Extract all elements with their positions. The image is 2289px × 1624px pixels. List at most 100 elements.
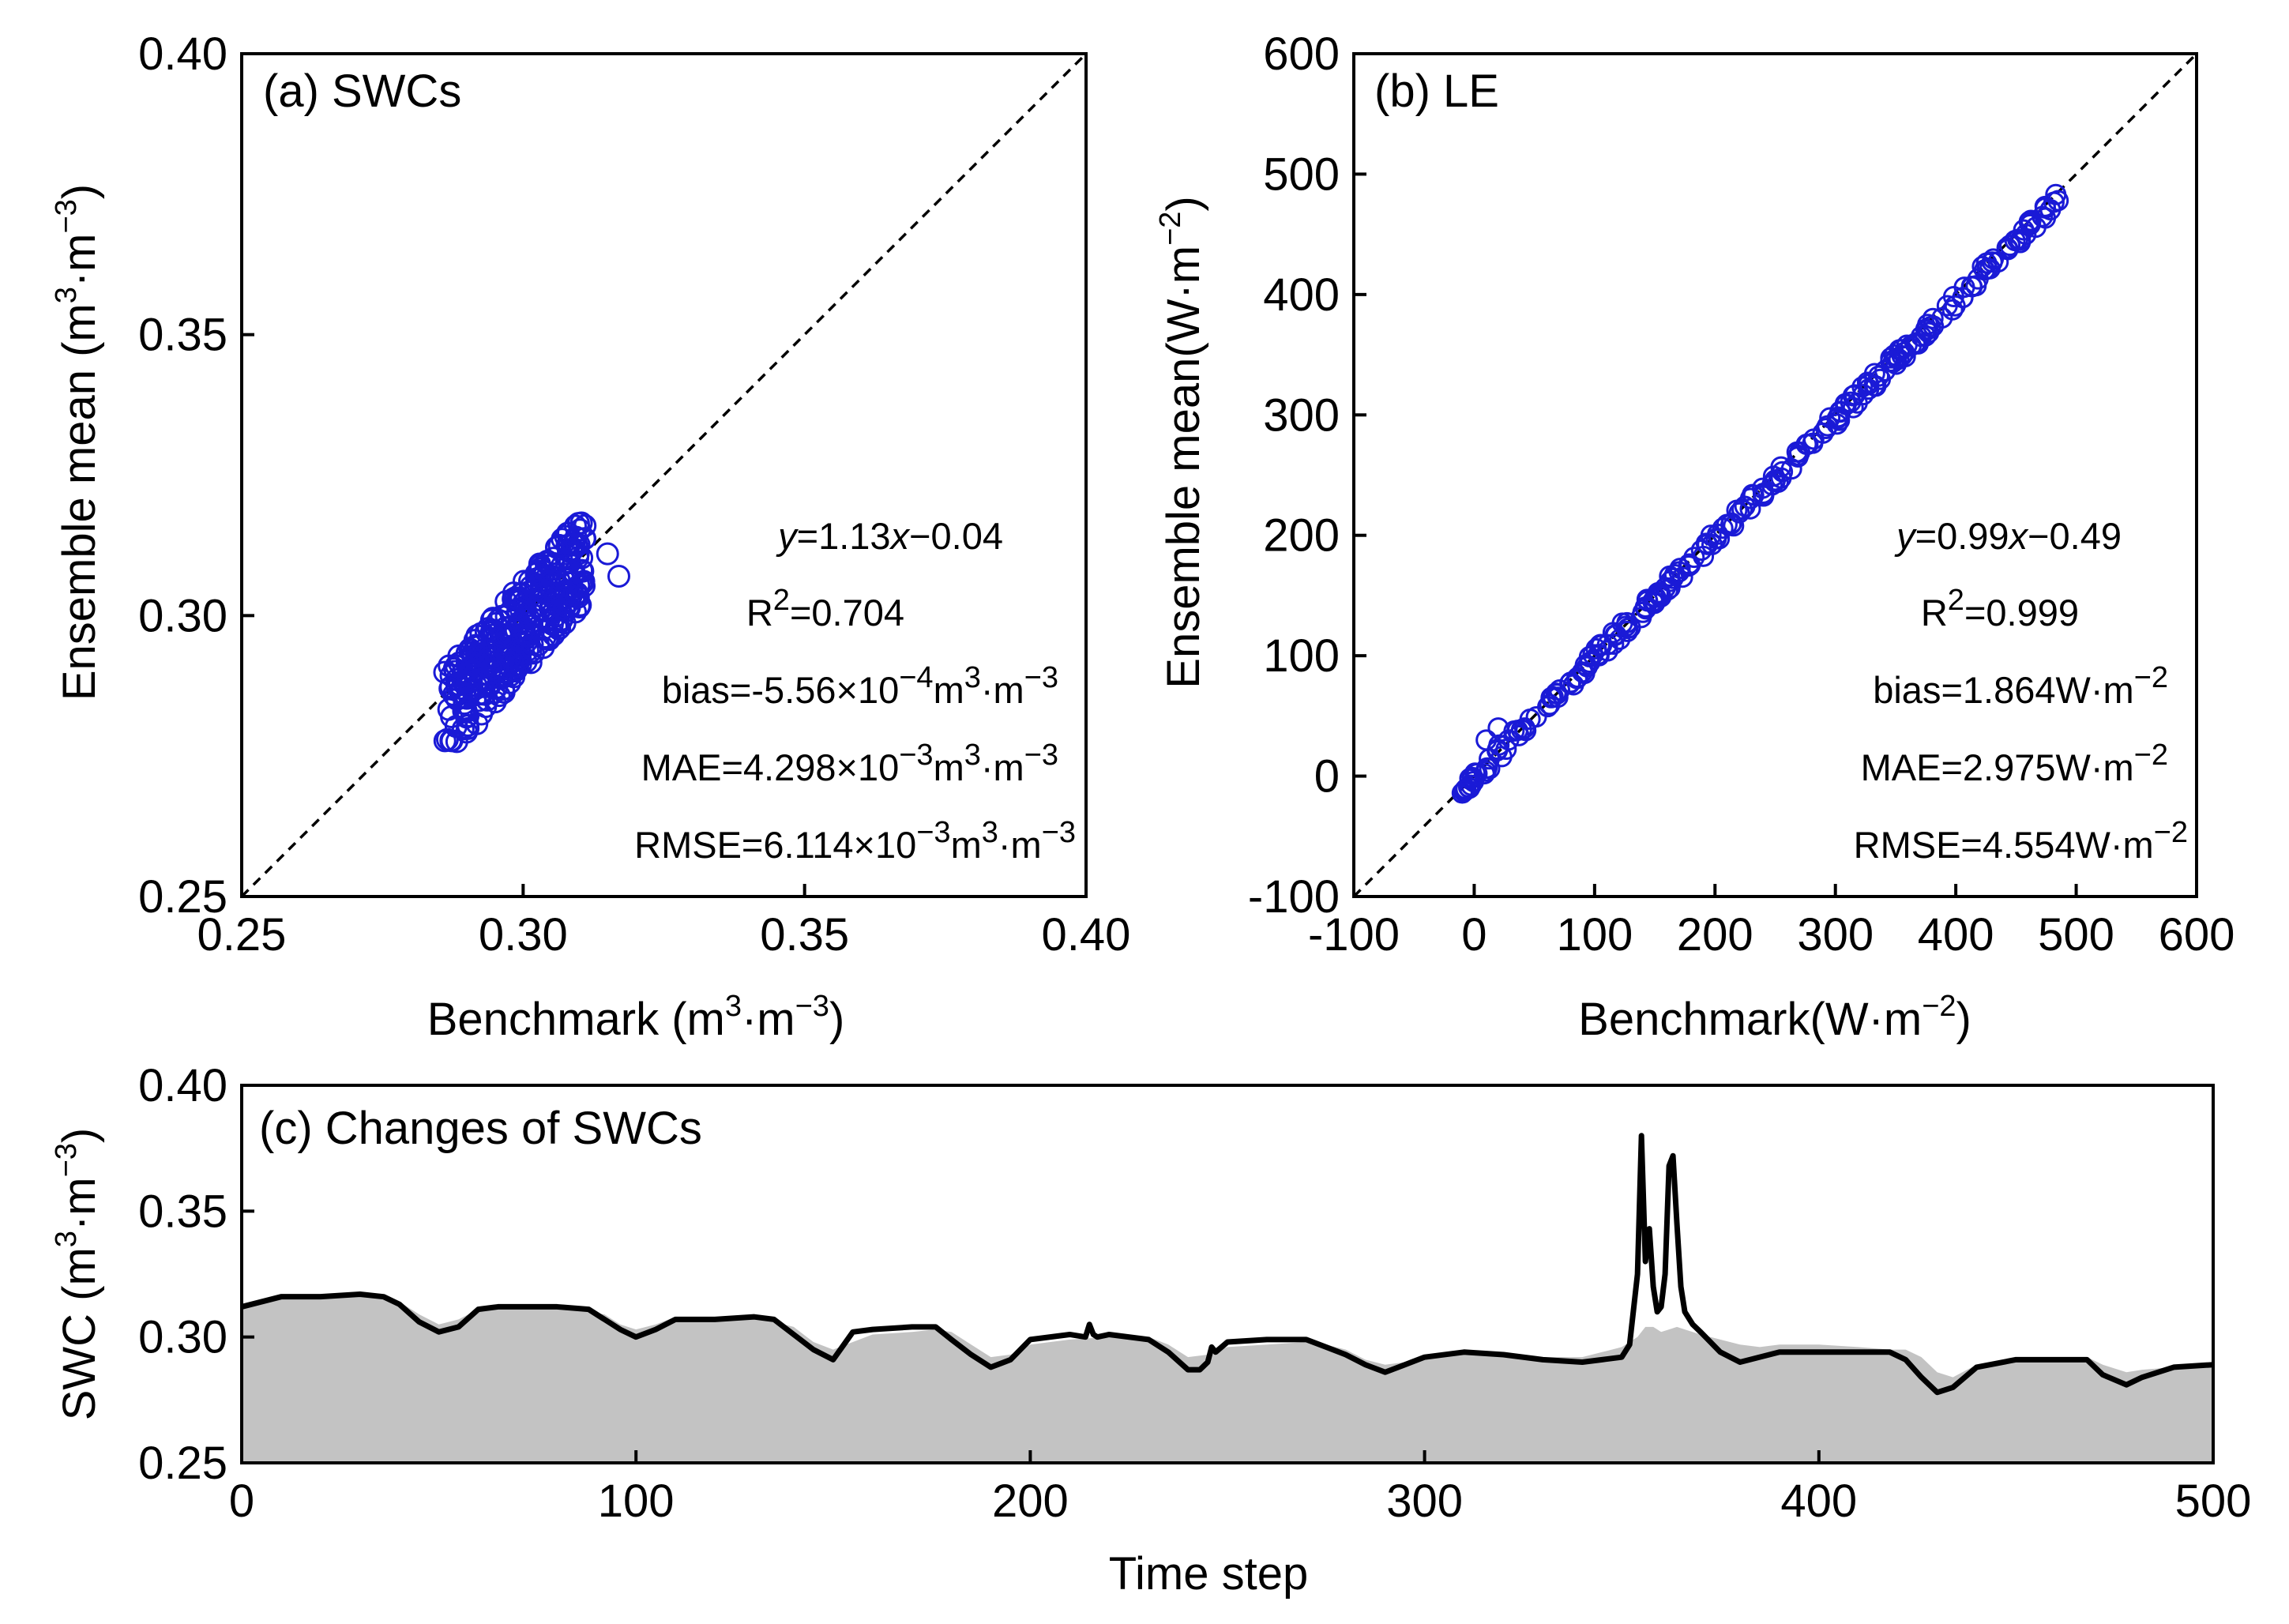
data-point: [506, 656, 530, 679]
panel-b-x-tick-label: 0: [1461, 909, 1487, 960]
panel-b-x-tick-label: 100: [1556, 909, 1633, 960]
data-point: [1602, 622, 1624, 644]
data-point: [1819, 407, 1841, 429]
panel-b-mae: MAE=2.975W·m−2: [1861, 739, 2168, 788]
data-point: [547, 534, 571, 558]
data-point: [547, 617, 570, 641]
panel-c-x-tick-label: 0: [229, 1476, 254, 1527]
panel-b-y-tick-label: -100: [1248, 871, 1340, 923]
panel-b: -100 0 100 200 300 400 500 600 -100 0 100 200 300 400…: [1154, 28, 2234, 1045]
data-point: [479, 608, 503, 632]
panel-c-x-tick-label: 200: [992, 1476, 1069, 1527]
data-point: [492, 680, 516, 704]
panel-c-y-tick-label: 0.30: [138, 1312, 227, 1363]
data-point: [1508, 724, 1530, 746]
data-point: [568, 595, 592, 618]
panel-c-x-tick-label: 500: [2175, 1476, 2252, 1527]
panel-b-fit-equation: y=0.99x−0.49: [1894, 515, 2122, 557]
data-point: [1490, 746, 1513, 768]
data-point: [1919, 316, 1941, 338]
panel-b-points: [1451, 183, 2069, 804]
data-point: [1786, 441, 1808, 463]
data-point: [562, 561, 586, 585]
data-point: [521, 633, 544, 656]
data-point: [528, 554, 551, 578]
data-point: [1678, 553, 1701, 575]
data-point: [1723, 515, 1745, 537]
panel-c-ensemble-area: [242, 1296, 2213, 1463]
data-point: [511, 592, 535, 616]
data-point: [508, 630, 532, 653]
data-point: [1616, 620, 1638, 642]
data-point: [1690, 539, 1712, 561]
data-point: [1829, 409, 1851, 431]
panel-a-y-label: Ensemble mean (m3·m−3): [50, 184, 105, 701]
panel-a-x-tick-label: 0.30: [479, 909, 568, 960]
panel-b-x-tick-label: 400: [1918, 909, 1994, 960]
data-point: [506, 588, 529, 611]
data-point: [503, 586, 527, 610]
data-point: [1726, 499, 1748, 521]
panel-b-rmse: RMSE=4.554W·m−2: [1854, 816, 2188, 866]
data-point: [1826, 413, 1848, 435]
panel-b-x-tick-label: 500: [2038, 909, 2114, 960]
panel-c-x-label: Time step: [1109, 1548, 1308, 1600]
panel-b-y-tick-label: 500: [1263, 148, 1340, 200]
data-point: [1961, 276, 1983, 298]
data-point: [1701, 533, 1723, 555]
panel-b-y-tick-label: 0: [1314, 751, 1340, 803]
panel-c-y-tick-label: 0.40: [138, 1060, 227, 1111]
data-point: [1975, 252, 1998, 274]
data-point: [1739, 487, 1761, 509]
data-point: [1488, 734, 1510, 756]
panel-b-x-label: Benchmark(W·m−2): [1578, 990, 1971, 1045]
data-point: [1578, 645, 1600, 667]
panel-b-bias: bias=1.864W·m−2: [1873, 661, 2168, 711]
panel-c-y-tick-label: 0.35: [138, 1186, 227, 1237]
panel-a-x-label: Benchmark (m3·m−3): [427, 990, 845, 1045]
panel-c-ticks: 0 100 200 300 400 500 0.25 0.30 0.35 0.40: [138, 1060, 2251, 1527]
panel-c-title: (c) Changes of SWCs: [259, 1103, 702, 1154]
data-point: [486, 649, 509, 673]
data-point: [1659, 565, 1681, 587]
panel-a-title: (a) SWCs: [263, 66, 461, 117]
data-point: [573, 514, 597, 538]
panel-b-y-tick-label: 400: [1263, 269, 1340, 321]
data-point: [1644, 591, 1666, 613]
data-point: [1609, 628, 1631, 650]
data-point: [1503, 720, 1525, 742]
data-point: [1662, 567, 1684, 589]
data-point: [571, 559, 595, 583]
data-point: [494, 604, 518, 628]
data-point: [554, 594, 577, 618]
panel-b-ticks: -100 0 100 200 300 400 500 600 -100 0 100 200 300 400…: [1248, 28, 2234, 960]
data-point: [528, 594, 551, 618]
panel-b-stats: y=0.99x−0.49 R2=0.999 bias=1.864W·m−2 MA…: [1854, 515, 2188, 866]
data-point: [468, 682, 492, 705]
panel-a-y-tick-label: 0.35: [138, 310, 227, 361]
data-point: [1565, 667, 1588, 690]
panel-b-y-label: Ensemble mean(W·m−2): [1154, 196, 1209, 688]
panel-c-benchmark-line: [241, 1133, 2214, 1396]
panel-c: 0 100 200 300 400 500 0.25 0.30 0.35 0.40 (c) Cha…: [50, 1060, 2251, 1600]
panel-a-x-tick-label: 0.25: [197, 909, 287, 960]
data-point: [562, 532, 585, 556]
panel-a-ticks: 0.25 0.30 0.35 0.40 0.25 0.30 0.35 0.40: [138, 28, 1130, 960]
data-point: [455, 705, 479, 729]
panel-b-y-tick-label: 300: [1263, 389, 1340, 441]
data-point: [2009, 229, 2032, 251]
data-point: [1705, 528, 1727, 550]
panel-b-x-tick-label: 200: [1677, 909, 1753, 960]
panel-a-points: [433, 511, 630, 754]
panel-b-y-tick-label: 600: [1263, 28, 1340, 80]
data-point: [1475, 729, 1498, 751]
data-point: [1656, 579, 1678, 601]
panel-a-stats: y=1.13x−0.04 R2=0.704 bias=-5.56×10−4m3·…: [634, 515, 1076, 866]
data-point: [1999, 235, 2021, 257]
data-point: [1700, 524, 1722, 547]
data-point: [1671, 566, 1693, 588]
panel-c-x-tick-label: 400: [1780, 1476, 1857, 1527]
data-point: [506, 599, 530, 622]
data-point: [464, 648, 487, 671]
